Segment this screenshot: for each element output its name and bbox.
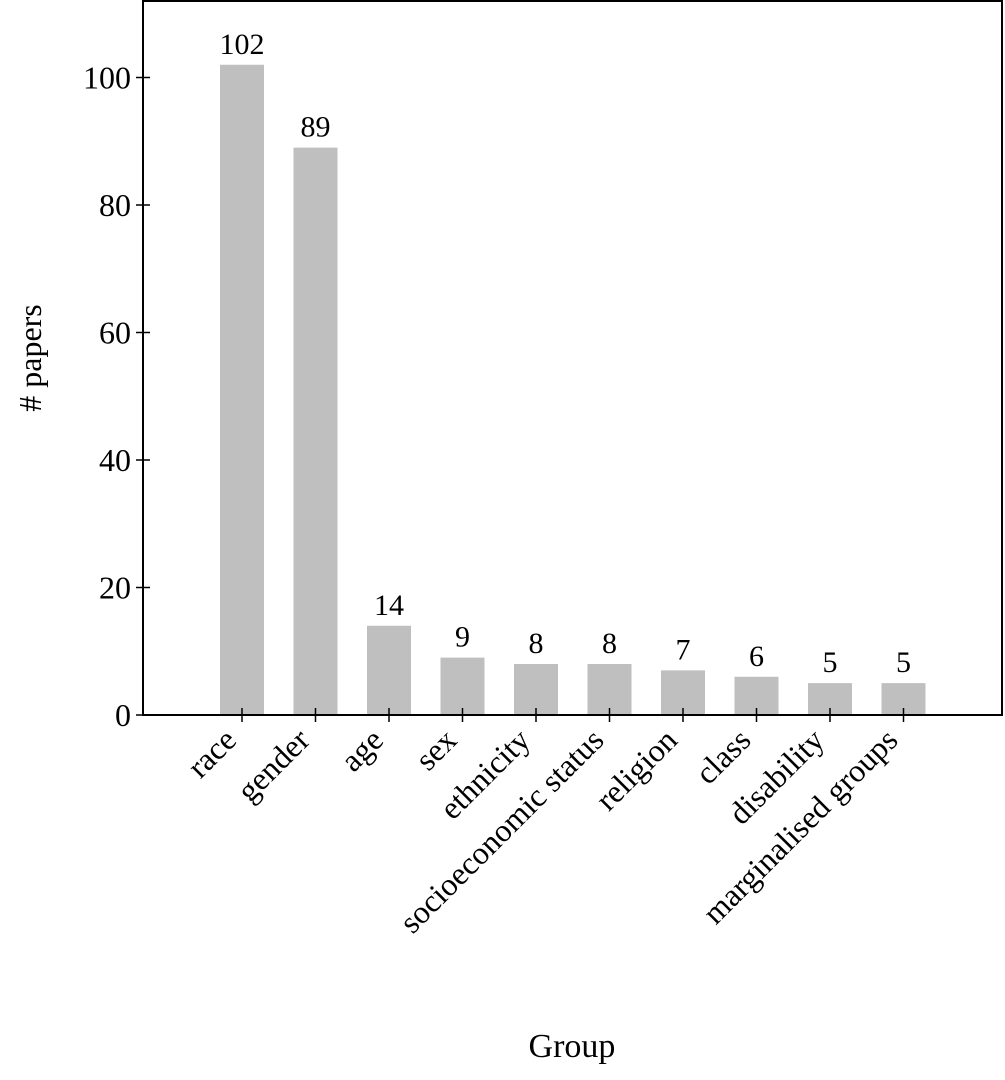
bars-group <box>220 64 926 715</box>
y-tick-label: 20 <box>99 570 131 606</box>
bar <box>440 657 485 715</box>
x-tick-label: race <box>180 721 243 784</box>
bar-value-label: 6 <box>749 640 764 673</box>
bar-value-label: 9 <box>455 621 470 654</box>
x-tick-label: gender <box>229 721 316 808</box>
y-tick-label: 80 <box>99 187 131 223</box>
bar <box>220 64 264 715</box>
y-tick-label: 100 <box>83 60 131 96</box>
bar-value-label: 8 <box>602 627 617 660</box>
data-labels-group: 102 89 14 9 8 8 7 6 5 5 <box>220 28 912 679</box>
plot-area-frame <box>142 0 1003 716</box>
y-tick-label: 60 <box>99 315 131 351</box>
bar-value-label: 5 <box>823 646 838 679</box>
y-axis-label: # papers <box>12 304 48 412</box>
bar <box>514 664 558 715</box>
x-tick-label: sex <box>408 721 464 777</box>
y-axis: 0 20 40 60 80 100 <box>83 60 150 733</box>
bar-value-label: 8 <box>529 627 544 660</box>
x-axis-label: Group <box>529 1028 616 1065</box>
x-tick-label: religion <box>588 721 684 817</box>
x-tick-label: age <box>333 721 390 778</box>
bar-value-label: 7 <box>676 633 691 666</box>
bar-value-label: 102 <box>220 28 265 61</box>
y-tick-label: 40 <box>99 442 131 478</box>
bar <box>587 664 632 715</box>
bar <box>293 147 338 715</box>
y-tick-label: 0 <box>115 697 131 733</box>
bar-value-label: 5 <box>896 646 911 679</box>
bar-value-label: 14 <box>374 589 404 622</box>
bar-value-label: 89 <box>301 111 331 144</box>
bar <box>661 670 705 715</box>
bar <box>367 625 411 715</box>
